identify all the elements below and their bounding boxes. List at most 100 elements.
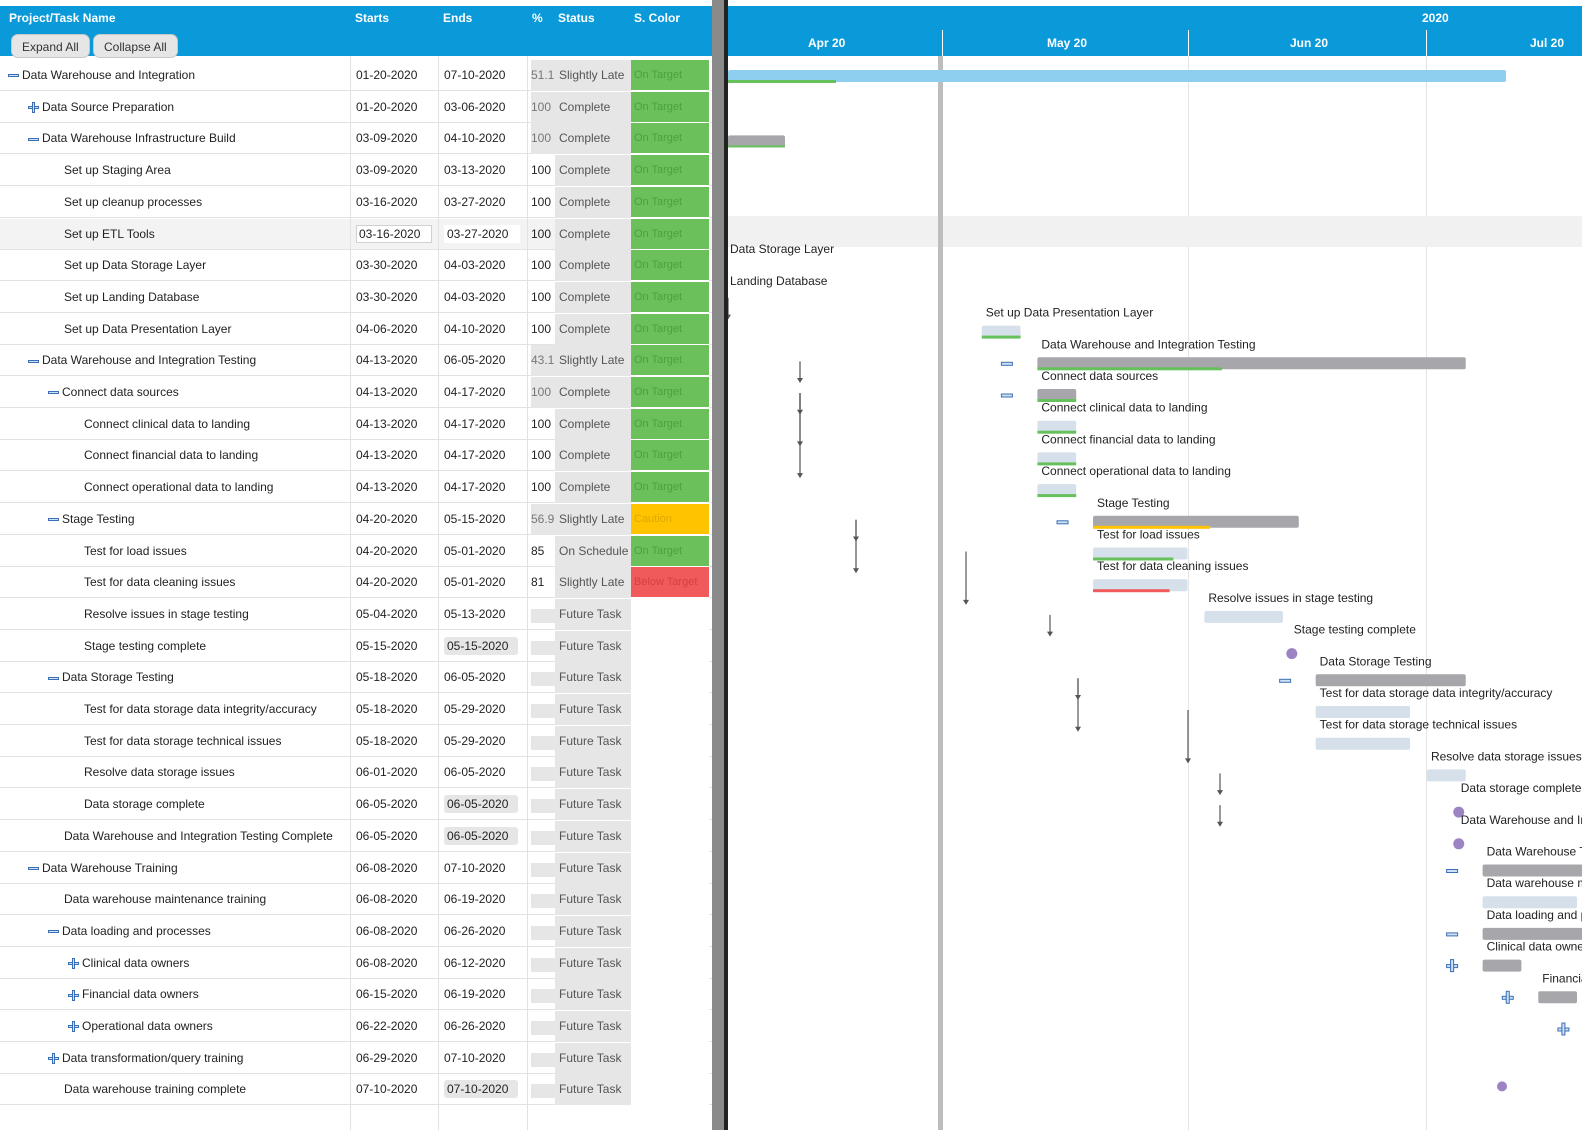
start-date[interactable]: 06-29-2020 — [356, 1050, 418, 1065]
end-date[interactable]: 04-10-2020 — [444, 131, 506, 146]
percent-cell[interactable]: 56.9 — [531, 503, 555, 535]
status-cell[interactable]: Slightly Late — [555, 345, 631, 377]
percent-cell[interactable] — [531, 925, 555, 940]
end-cell[interactable]: 05-01-2020 — [444, 567, 526, 598]
end-cell[interactable]: 06-26-2020 — [444, 916, 526, 947]
pane-splitter[interactable] — [724, 0, 728, 1130]
table-row[interactable]: Data Warehouse Training 06-08-2020 07-10… — [0, 852, 712, 884]
task-bar[interactable] — [1482, 896, 1578, 909]
percent-cell[interactable]: 100 — [531, 91, 555, 123]
expand-icon[interactable] — [28, 102, 39, 114]
status-color-cell[interactable] — [631, 631, 709, 662]
end-cell[interactable]: 06-19-2020 — [444, 884, 526, 915]
progress-bar[interactable] — [1037, 367, 1223, 371]
end-date[interactable]: 06-05-2020 — [444, 353, 506, 368]
start-date[interactable]: 04-13-2020 — [356, 448, 418, 463]
end-cell[interactable]: 03-06-2020 — [444, 92, 526, 123]
end-date[interactable]: 04-17-2020 — [444, 385, 506, 399]
end-cell[interactable]: 04-17-2020 — [444, 377, 526, 408]
task-name[interactable]: Data transformation/query training — [62, 1050, 244, 1065]
end-date[interactable]: 06-19-2020 — [444, 987, 506, 1002]
table-row[interactable]: Clinical data owners 06-08-2020 06-12-20… — [0, 947, 712, 979]
status-color-cell[interactable] — [631, 726, 709, 757]
start-date[interactable]: 06-01-2020 — [356, 765, 418, 780]
task-name-cell[interactable]: Connect financial data to landing — [0, 440, 432, 471]
start-cell[interactable]: 03-30-2020 — [356, 282, 438, 313]
start-date[interactable]: 05-18-2020 — [356, 702, 418, 716]
status-color-cell[interactable]: On Target — [631, 472, 709, 504]
table-row[interactable]: Data Source Preparation 01-20-2020 03-06… — [0, 91, 712, 123]
status-cell[interactable]: Future Task — [555, 979, 631, 1011]
task-name-cell[interactable]: Set up Data Presentation Layer — [0, 314, 412, 345]
table-row[interactable]: Financial data owners 06-15-2020 06-19-2… — [0, 979, 712, 1011]
status-cell[interactable]: Future Task — [555, 884, 631, 916]
task-name-cell[interactable]: Resolve issues in stage testing — [0, 599, 432, 630]
status-color-cell[interactable]: On Target — [631, 377, 709, 408]
progress-bar[interactable] — [728, 145, 785, 148]
percent-cell[interactable]: 100 — [531, 187, 555, 218]
start-cell[interactable]: 05-18-2020 — [356, 694, 438, 725]
status-cell[interactable]: Future Task — [555, 662, 631, 694]
table-row[interactable]: Data warehouse training complete 07-10-2… — [0, 1074, 712, 1106]
end-cell[interactable]: 06-05-2020 — [444, 757, 526, 788]
percent-cell[interactable]: 85 — [531, 536, 555, 567]
status-cell[interactable]: Future Task — [555, 1011, 631, 1042]
start-cell[interactable]: 06-08-2020 — [356, 948, 438, 979]
end-cell[interactable]: 07-10-2020 — [444, 853, 526, 884]
table-row[interactable]: Data loading and processes 06-08-2020 06… — [0, 915, 712, 947]
status-color-cell[interactable] — [631, 1074, 709, 1106]
end-cell[interactable]: 05-01-2020 — [444, 536, 526, 567]
status-color-cell[interactable] — [631, 694, 709, 725]
status-color-cell[interactable] — [631, 757, 709, 789]
expand-icon[interactable] — [68, 957, 79, 969]
task-name-cell[interactable]: Connect clinical data to landing — [0, 409, 432, 440]
task-bar[interactable] — [1037, 452, 1077, 465]
end-date[interactable]: 03-13-2020 — [444, 163, 506, 178]
task-name[interactable]: Data storage complete — [84, 797, 205, 812]
task-name-cell[interactable]: Data loading and processes — [0, 916, 396, 947]
end-cell[interactable]: 06-05-2020 — [444, 345, 526, 376]
table-row[interactable]: Set up Data Presentation Layer 04-06-202… — [0, 313, 712, 345]
status-cell[interactable]: Future Task — [555, 915, 631, 947]
status-cell[interactable]: Future Task — [555, 598, 631, 630]
start-date[interactable]: 04-13-2020 — [356, 416, 418, 431]
table-row[interactable]: Connect financial data to landing 04-13-… — [0, 440, 712, 472]
end-date[interactable]: 07-10-2020 — [444, 860, 506, 875]
task-name-cell[interactable]: Data Warehouse and Integration — [0, 60, 356, 91]
status-cell[interactable]: Future Task — [555, 789, 631, 821]
start-date[interactable]: 04-20-2020 — [356, 511, 418, 526]
status-cell[interactable]: Future Task — [555, 630, 631, 662]
collapse-icon[interactable] — [28, 134, 39, 145]
summary-bar[interactable] — [1315, 674, 1466, 687]
task-name[interactable]: Data loading and processes — [62, 923, 211, 938]
end-date[interactable]: 04-17-2020 — [444, 448, 506, 463]
end-date-input[interactable]: 03-27-2020 — [444, 224, 520, 243]
status-color-cell[interactable] — [631, 853, 709, 884]
table-row[interactable]: Data Warehouse and Integration Testing C… — [0, 820, 712, 852]
task-name[interactable]: Data warehouse maintenance training — [64, 892, 267, 907]
end-cell[interactable]: 07-10-2020 — [444, 1043, 526, 1074]
start-date[interactable]: 04-13-2020 — [356, 353, 418, 368]
milestone-marker[interactable] — [1497, 1081, 1507, 1092]
status-cell[interactable]: Slightly Late — [555, 567, 631, 599]
percent-cell[interactable] — [531, 735, 555, 750]
col-header-scolor[interactable]: S. Color — [634, 11, 681, 25]
task-name-cell[interactable]: Test for data storage data integrity/acc… — [0, 694, 432, 725]
task-name-cell[interactable]: Resolve data storage issues — [0, 757, 432, 788]
percent-cell[interactable]: 100 — [531, 440, 555, 471]
task-name[interactable]: Stage testing complete — [84, 638, 207, 653]
status-cell[interactable]: Complete — [555, 250, 631, 282]
task-name-cell[interactable]: Data Warehouse Infrastructure Build — [0, 123, 376, 154]
table-row[interactable]: Data transformation/query training 06-29… — [0, 1042, 712, 1074]
task-name-cell[interactable]: Data storage complete — [0, 789, 432, 820]
end-date[interactable]: 06-12-2020 — [444, 955, 506, 970]
table-row[interactable]: Operational data owners 06-22-2020 06-26… — [0, 1011, 712, 1042]
end-cell[interactable]: 05-13-2020 — [444, 599, 526, 630]
end-cell[interactable]: 05-29-2020 — [444, 694, 526, 725]
start-cell[interactable]: 05-04-2020 — [356, 599, 438, 630]
milestone-marker[interactable] — [1453, 838, 1465, 850]
task-name-cell[interactable]: Stage testing complete — [0, 631, 432, 662]
task-bar[interactable] — [1204, 610, 1283, 623]
table-row[interactable]: Stage Testing 04-20-2020 05-15-2020 56.9… — [0, 503, 712, 535]
status-color-cell[interactable] — [631, 979, 709, 1011]
